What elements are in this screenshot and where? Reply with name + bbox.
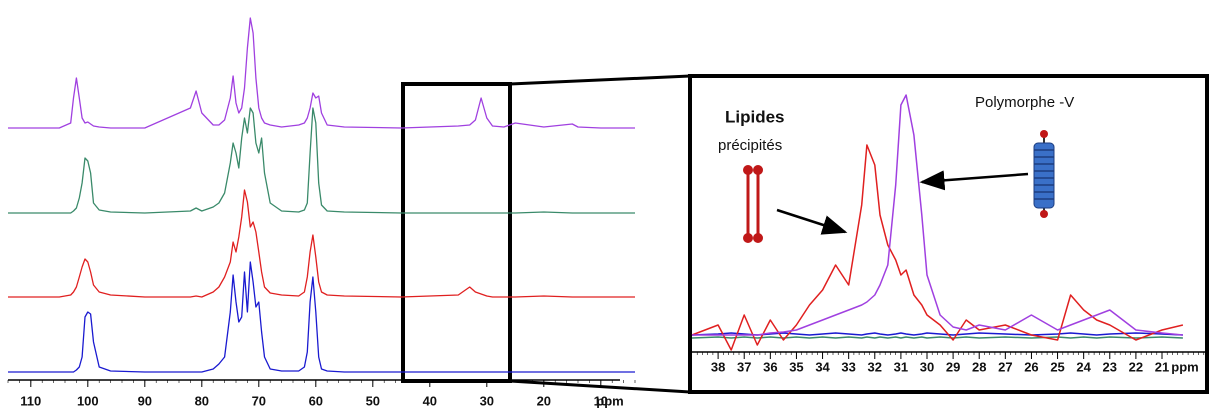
- x-tick-label: 31: [894, 359, 908, 374]
- arrow: [919, 170, 1029, 191]
- x-tick-label: 37: [737, 359, 751, 374]
- x-tick-label: 100: [77, 393, 99, 408]
- connector: [509, 74, 691, 86]
- annotation: Polymorphe -V: [975, 94, 1074, 111]
- x-tick-label: 28: [972, 359, 986, 374]
- spectrum-line: [691, 336, 1183, 339]
- x-tick-label: 26: [1024, 359, 1038, 374]
- x-tick-label: 30: [920, 359, 934, 374]
- annotation: Lipides: [725, 107, 785, 126]
- spectrum-line: [8, 17, 635, 129]
- x-tick-label: 70: [252, 393, 266, 408]
- x-axis-label: ppm: [1171, 359, 1198, 374]
- x-tick-label: 80: [195, 393, 209, 408]
- spectrum-line: [692, 94, 1183, 336]
- x-tick-label: 35: [789, 359, 803, 374]
- annotation: précipités: [718, 137, 782, 154]
- spectrum-line: [8, 189, 635, 298]
- x-tick-label: 40: [423, 393, 437, 408]
- x-tick-label: 38: [711, 359, 725, 374]
- x-tick-label: 29: [946, 359, 960, 374]
- x-tick-label: 90: [138, 393, 152, 408]
- x-tick-label: 32: [868, 359, 882, 374]
- spectrum-line: [8, 261, 635, 373]
- x-tick-label: 36: [763, 359, 777, 374]
- zoom-box: [401, 82, 512, 383]
- x-tick-label: 10: [594, 393, 608, 408]
- x-tick-label: 22: [1129, 359, 1143, 374]
- inset-frame: [688, 74, 1209, 394]
- connector: [509, 379, 691, 394]
- spectrum-line: [8, 107, 635, 214]
- x-tick-label: 27: [998, 359, 1012, 374]
- spectrum-line: [691, 332, 1183, 336]
- x-tick-label: 24: [1076, 359, 1091, 374]
- spectrum-line: [691, 144, 1184, 351]
- x-tick-label: 60: [309, 393, 323, 408]
- x-tick-label: 20: [537, 393, 551, 408]
- x-axis-label: ppm: [596, 393, 623, 408]
- x-tick-label: 30: [480, 393, 494, 408]
- x-tick-label: 110: [20, 393, 41, 408]
- x-tick-label: 25: [1050, 359, 1064, 374]
- helix-icon: [1033, 130, 1055, 218]
- x-tick-label: 50: [366, 393, 380, 408]
- x-tick-label: 34: [815, 359, 830, 374]
- x-tick-label: 21: [1155, 359, 1169, 374]
- inset-chart: 38 37 36 35 34 33 32 31 30 29 28 27 26 25 24 23 22 21 ppm: [691, 94, 1209, 374]
- lipid-icon: [743, 165, 763, 243]
- x-tick-label: 33: [841, 359, 855, 374]
- arrow: [776, 208, 848, 235]
- x-tick-label: 23: [1103, 359, 1117, 374]
